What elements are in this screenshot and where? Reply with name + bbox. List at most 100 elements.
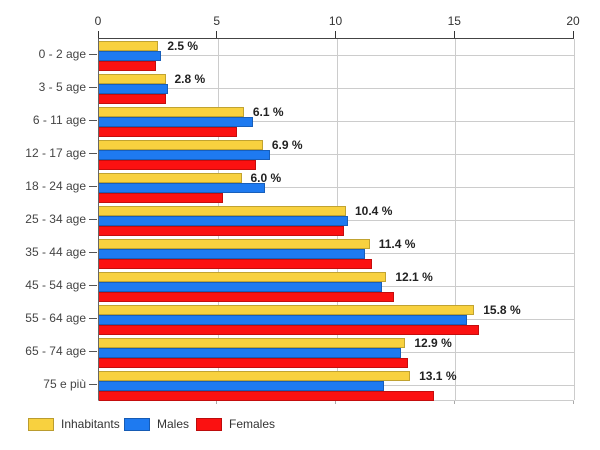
- bar-males: [99, 51, 161, 61]
- category-tick: [89, 219, 97, 220]
- vertical-gridline: [574, 39, 575, 400]
- bar-group: [99, 140, 270, 170]
- bar-females: [99, 259, 373, 269]
- legend-label: Inhabitants: [61, 417, 120, 431]
- bar-females: [99, 391, 434, 401]
- chart-row: 6.0 %: [99, 171, 574, 204]
- legend-item: Inhabitants: [28, 417, 120, 432]
- bar-males: [99, 249, 365, 259]
- value-label: 13.1 %: [419, 369, 457, 383]
- value-label: 12.9 %: [414, 336, 452, 350]
- horizontal-gridline: [99, 154, 574, 155]
- legend: Inhabitants Males Females: [0, 417, 600, 437]
- bar-females: [99, 358, 408, 368]
- category-tick: [89, 153, 97, 154]
- bar-females: [99, 94, 166, 104]
- x-axis-tick: [335, 31, 336, 38]
- chart-row: 12.9 %: [99, 336, 574, 369]
- x-axis-bottom-tick: [335, 400, 336, 404]
- x-axis-tick-label: 20: [566, 14, 580, 28]
- value-label: 11.4 %: [378, 237, 416, 251]
- bar-group: [99, 239, 373, 269]
- category-tick: [89, 384, 97, 385]
- x-axis-tick-label: 5: [213, 14, 221, 28]
- legend-label: Females: [229, 417, 276, 431]
- category-label: 18 - 24 age: [25, 179, 86, 193]
- chart-rows: 2.5 % 2.8 % 6.1 % 6.9 % 6.0 % 10.4 % 11.4 % 12.…: [99, 39, 574, 402]
- category-label: 3 - 5 age: [38, 80, 86, 94]
- category-tick: [89, 285, 97, 286]
- category-tick: [89, 318, 97, 319]
- bar-males: [99, 282, 382, 292]
- category-tick: [89, 87, 97, 88]
- category-label: 12 - 17 age: [25, 146, 86, 160]
- bar-group: [99, 74, 168, 104]
- bar-females: [99, 325, 479, 335]
- bar-inhabitants: [99, 272, 387, 282]
- legend-swatch-males: [124, 418, 150, 431]
- category-label: 55 - 64 age: [25, 311, 86, 325]
- chart-row: 13.1 %: [99, 369, 574, 402]
- horizontal-gridline: [99, 88, 574, 89]
- category-label: 75 e più: [43, 377, 86, 391]
- chart-row: 2.8 %: [99, 72, 574, 105]
- bar-males: [99, 84, 168, 94]
- category-label: 25 - 34 age: [25, 212, 86, 226]
- horizontal-gridline: [99, 187, 574, 188]
- x-axis-bottom-tick: [453, 400, 455, 404]
- bar-inhabitants: [99, 173, 242, 183]
- horizontal-gridline: [99, 55, 574, 56]
- bar-females: [99, 160, 256, 170]
- chart-row: 2.5 %: [99, 39, 574, 72]
- x-axis-tick-label: 15: [447, 14, 461, 28]
- category-tick: [89, 54, 97, 55]
- horizontal-gridline: [99, 121, 574, 122]
- value-label: 2.8 %: [174, 72, 206, 86]
- value-label: 6.0 %: [250, 171, 282, 185]
- bar-inhabitants: [99, 371, 411, 381]
- value-label: 10.4 %: [355, 204, 393, 218]
- category-tick: [89, 186, 97, 187]
- x-axis-tick-label: 0: [94, 14, 102, 28]
- bar-group: [99, 206, 349, 236]
- category-label: 0 - 2 age: [38, 47, 86, 61]
- bar-group: [99, 272, 394, 302]
- value-label: 2.5 %: [167, 39, 199, 53]
- bar-group: [99, 107, 254, 137]
- bar-inhabitants: [99, 239, 370, 249]
- chart-row: 11.4 %: [99, 237, 574, 270]
- vertical-gridline: [455, 39, 457, 400]
- chart-row: 6.9 %: [99, 138, 574, 171]
- category-label: 35 - 44 age: [25, 245, 86, 259]
- chart-row: 10.4 %: [99, 204, 574, 237]
- bar-inhabitants: [99, 206, 346, 216]
- category-tick: [89, 351, 97, 352]
- bar-males: [99, 348, 401, 358]
- bar-inhabitants: [99, 74, 166, 84]
- value-label: 15.8 %: [483, 303, 521, 317]
- bar-females: [99, 292, 394, 302]
- bar-group: [99, 371, 434, 401]
- value-label: 6.1 %: [252, 105, 284, 119]
- bar-males: [99, 117, 254, 127]
- x-axis-tick: [453, 31, 455, 38]
- bar-females: [99, 127, 237, 137]
- bar-females: [99, 193, 223, 203]
- legend-item: Females: [196, 417, 275, 432]
- bar-group: [99, 173, 266, 203]
- x-axis-bottom-tick: [572, 400, 574, 404]
- x-axis-tick-label: 10: [328, 14, 343, 28]
- chart-row: 15.8 %: [99, 303, 574, 336]
- chart-row: 12.1 %: [99, 270, 574, 303]
- x-axis-tick: [216, 31, 218, 38]
- category-label: 65 - 74 age: [25, 344, 86, 358]
- bar-males: [99, 216, 349, 226]
- value-label: 6.9 %: [271, 138, 303, 152]
- legend-label: Males: [157, 417, 190, 431]
- legend-swatch-females: [196, 418, 222, 431]
- bar-inhabitants: [99, 107, 244, 117]
- category-tick: [89, 252, 97, 253]
- legend-swatch-inhabitants: [28, 418, 54, 431]
- chart-row: 6.1 %: [99, 105, 574, 138]
